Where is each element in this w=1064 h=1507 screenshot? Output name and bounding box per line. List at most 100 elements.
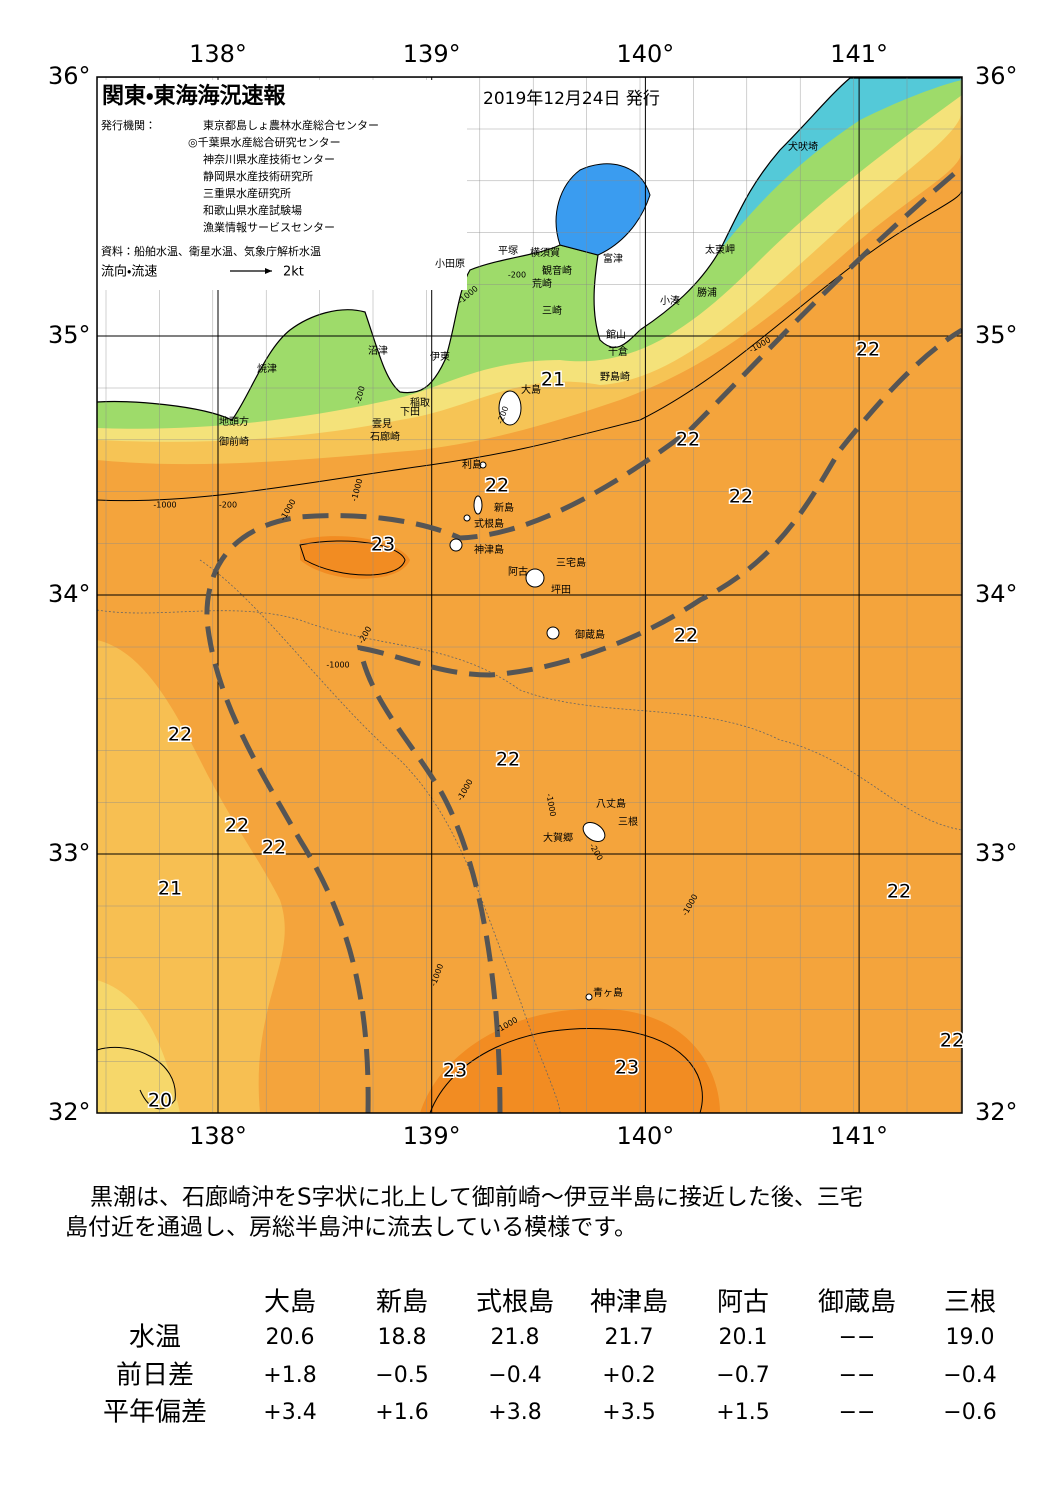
lat-label: 36° bbox=[975, 62, 1018, 90]
isotherm-label: 22 bbox=[225, 815, 249, 837]
table-cell: 20.6 bbox=[266, 1325, 315, 1350]
table-cell: +1.6 bbox=[375, 1400, 428, 1425]
table-header: 式根島 bbox=[476, 1288, 554, 1318]
place-name: 大賀郷 bbox=[543, 831, 573, 844]
depth-label: -200 bbox=[219, 501, 237, 510]
isotherm-label: 21 bbox=[541, 369, 565, 391]
lat-label: 32° bbox=[975, 1098, 1018, 1126]
lon-label: 140° bbox=[616, 40, 674, 68]
isotherm-label: 22 bbox=[729, 486, 753, 508]
island bbox=[585, 993, 593, 1001]
place-name: 富津 bbox=[603, 252, 623, 265]
place-name: 三宅島 bbox=[556, 556, 586, 569]
source: 資料：船舶水温、衛星水温、気象庁解析水温 bbox=[101, 244, 321, 258]
place-name: 荒崎 bbox=[532, 277, 552, 290]
isotherm-label: 23 bbox=[371, 534, 395, 556]
island bbox=[498, 390, 522, 426]
publisher: 漁業情報サービスセンター bbox=[203, 220, 335, 234]
place-name: 八丈島 bbox=[596, 797, 626, 810]
depth-label: -1000 bbox=[326, 661, 349, 670]
place-name: 坪田 bbox=[551, 583, 571, 596]
depth-label: -200 bbox=[508, 271, 526, 280]
publisher: 神奈川県水産技術センター bbox=[203, 152, 335, 166]
lat-label: 35° bbox=[48, 321, 91, 349]
isotherm-label: 22 bbox=[676, 429, 700, 451]
map-title: 関東・東海海況速報 bbox=[102, 83, 286, 109]
place-name: 三崎 bbox=[542, 304, 562, 317]
lat-label: 33° bbox=[975, 839, 1018, 867]
cool-water bbox=[97, 640, 285, 1113]
table-cell: 18.8 bbox=[378, 1325, 427, 1350]
place-name: 式根島 bbox=[474, 517, 504, 530]
island bbox=[525, 568, 545, 588]
place-name: 横須賀 bbox=[530, 246, 560, 259]
table-cell: 21.7 bbox=[605, 1325, 654, 1350]
isotherm-label: 23 bbox=[615, 1057, 639, 1079]
map-frame bbox=[96, 76, 963, 1114]
table-cell: −0.7 bbox=[716, 1363, 769, 1388]
publisher: ◎千葉県水産総合研究センター bbox=[188, 135, 341, 149]
place-name: 三根 bbox=[618, 815, 638, 828]
place-name: 雲見 bbox=[372, 418, 392, 430]
place-name: 阿古 bbox=[508, 565, 528, 578]
table-cell: 21.8 bbox=[491, 1325, 540, 1350]
place-name: 稲取 bbox=[410, 397, 430, 409]
island bbox=[463, 514, 471, 522]
table-header: 大島 bbox=[264, 1288, 316, 1318]
publisher-label: 発行機関： bbox=[101, 118, 156, 132]
place-name: 青ヶ島 bbox=[593, 986, 623, 999]
isotherm-label: 22 bbox=[485, 475, 509, 497]
isotherm bbox=[429, 1028, 703, 1113]
table-header: 三根 bbox=[944, 1288, 996, 1318]
issue-date: 2019年12月24日 発行 bbox=[483, 89, 660, 109]
table-cell: 19.0 bbox=[946, 1325, 995, 1350]
lon-label: 138° bbox=[189, 1122, 247, 1150]
place-name: 小田原 bbox=[435, 258, 465, 270]
place-name: 大島 bbox=[521, 383, 541, 396]
publisher: 三重県水産研究所 bbox=[203, 186, 291, 200]
place-name: 沼津 bbox=[368, 344, 388, 357]
publisher: 静岡県水産技術研究所 bbox=[203, 169, 313, 183]
lat-label: 33° bbox=[48, 839, 91, 867]
description: 黒潮は、石廊崎沖をS字状に北上して御前崎～伊豆半島に接近した後、三宅 bbox=[90, 1185, 863, 1211]
warm-water bbox=[300, 536, 410, 579]
table-header: 神津島 bbox=[590, 1288, 668, 1318]
table-cell: +0.2 bbox=[602, 1363, 655, 1388]
place-name: 利島 bbox=[462, 458, 482, 471]
place-name: 犬吠埼 bbox=[788, 140, 818, 153]
place-name: 御蔵島 bbox=[575, 628, 605, 641]
table-header: 御蔵島 bbox=[818, 1288, 896, 1318]
place-name: 石廊崎 bbox=[370, 430, 400, 443]
place-name: 野島崎 bbox=[600, 370, 630, 383]
table-cell: −− bbox=[839, 1325, 876, 1350]
place-name: 館山 bbox=[606, 328, 626, 341]
place-name: 伊東 bbox=[430, 350, 450, 363]
legend-arrow-head bbox=[265, 268, 272, 274]
place-name: 小湊 bbox=[660, 294, 680, 307]
table-header: 阿古 bbox=[717, 1288, 769, 1318]
lon-label: 138° bbox=[189, 40, 247, 68]
publisher: 東京都島しょ農林水産総合センター bbox=[203, 118, 379, 132]
islands bbox=[449, 390, 606, 1001]
table-cell: −− bbox=[839, 1363, 876, 1388]
lon-label: 141° bbox=[830, 40, 888, 68]
isotherm-label: 22 bbox=[496, 749, 520, 771]
isotherm-label: 23 bbox=[443, 1060, 467, 1082]
isotherm-label: 22 bbox=[856, 339, 880, 361]
place-name: 焼津 bbox=[257, 363, 277, 375]
island bbox=[473, 495, 483, 515]
row-label: 平年偏差 bbox=[103, 1398, 207, 1428]
place-name: 勝浦 bbox=[697, 286, 717, 299]
depth-label: -1000 bbox=[153, 501, 176, 510]
lon-label: 141° bbox=[830, 1122, 888, 1150]
table-cell: +1.8 bbox=[263, 1363, 316, 1388]
place-name: 千倉 bbox=[608, 346, 628, 358]
table-cell: +3.4 bbox=[263, 1400, 316, 1425]
table-cell: −0.5 bbox=[375, 1363, 428, 1388]
isotherm-label: 22 bbox=[887, 881, 911, 903]
island bbox=[449, 538, 463, 552]
table-header: 新島 bbox=[376, 1288, 428, 1318]
isotherm bbox=[97, 1046, 176, 1110]
place-name: 神津島 bbox=[474, 543, 504, 556]
lon-label: 140° bbox=[616, 1122, 674, 1150]
